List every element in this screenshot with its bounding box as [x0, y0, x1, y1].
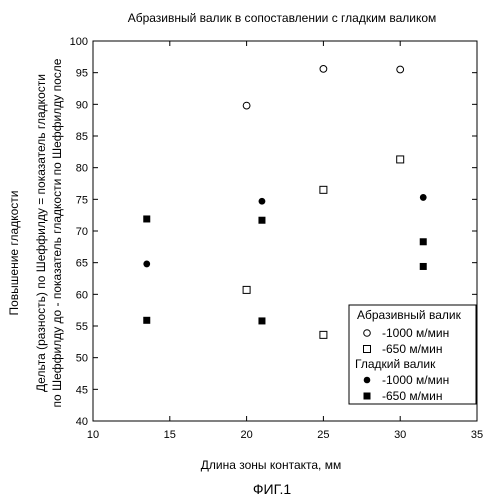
- y-tick-label: 85: [76, 131, 88, 143]
- y-tick-label: 70: [76, 226, 88, 238]
- data-point-filled-square: [258, 317, 265, 324]
- y-tick-label: 40: [76, 416, 88, 428]
- data-point-filled-square: [420, 238, 427, 245]
- data-point-open-square: [320, 331, 327, 338]
- data-point-open-circle: [243, 102, 250, 109]
- y-tick-label: 50: [76, 353, 88, 365]
- y-tick-label: 55: [76, 321, 88, 333]
- y-axis-label-line-1: Повышение гладкости: [7, 191, 21, 316]
- data-point-filled-circle: [143, 261, 150, 268]
- legend: Абразивный валик -1000 м/мин -650 м/мин …: [349, 305, 476, 404]
- legend-group-title-smooth: Гладкий валик: [355, 357, 436, 371]
- figure-caption: ФИГ.1: [253, 481, 291, 497]
- x-tick-label: 15: [164, 429, 176, 441]
- legend-item-abrasive-650: -650 м/мин: [382, 342, 443, 356]
- data-point-open-circle: [397, 66, 404, 73]
- x-axis-label: Длина зоны контакта, мм: [201, 458, 341, 472]
- x-tick-label: 20: [240, 429, 252, 441]
- data-point-open-circle: [320, 65, 327, 72]
- x-tick-label: 25: [317, 429, 329, 441]
- data-point-filled-square: [143, 215, 150, 222]
- legend-marker-filled-circle: [364, 377, 371, 384]
- data-point-open-square: [397, 156, 404, 163]
- y-tick-label: 45: [76, 384, 88, 396]
- legend-item-smooth-650: -650 м/мин: [382, 389, 443, 403]
- data-point-filled-square: [143, 317, 150, 324]
- data-point-filled-square: [258, 217, 265, 224]
- legend-item-smooth-1000: -1000 м/мин: [382, 373, 449, 387]
- y-tick-label: 100: [70, 36, 88, 48]
- data-point-filled-square: [420, 263, 427, 270]
- x-tick-label: 35: [471, 429, 483, 441]
- y-axis-label-line-3: по Шеффилду до - показатель гладкости по…: [50, 58, 64, 407]
- legend-marker-filled-square: [364, 393, 371, 400]
- y-tick-label: 60: [76, 289, 88, 301]
- y-tick-label: 65: [76, 258, 88, 270]
- y-axis-label-line-2: Дельта (разность) по Шеффилду = показате…: [34, 74, 48, 392]
- legend-item-abrasive-1000: -1000 м/мин: [382, 326, 449, 340]
- legend-marker-open-circle: [364, 330, 371, 337]
- data-point-open-square: [320, 186, 327, 193]
- chart-title: Абразивный валик в сопоставлении с гладк…: [128, 11, 437, 25]
- legend-marker-open-square: [364, 346, 371, 353]
- data-points: [143, 65, 426, 338]
- y-axis-label: Повышение гладкости Дельта (разность) по…: [7, 58, 64, 407]
- data-point-filled-circle: [259, 198, 266, 205]
- data-point-open-square: [243, 286, 250, 293]
- y-tick-label: 75: [76, 194, 88, 206]
- y-tick-label: 95: [76, 68, 88, 80]
- y-tick-label: 80: [76, 163, 88, 175]
- y-tick-label: 90: [76, 99, 88, 111]
- data-point-filled-circle: [420, 194, 427, 201]
- legend-group-title-abrasive: Абразивный валик: [357, 308, 462, 322]
- x-tick-label: 10: [87, 429, 99, 441]
- x-tick-label: 30: [394, 429, 406, 441]
